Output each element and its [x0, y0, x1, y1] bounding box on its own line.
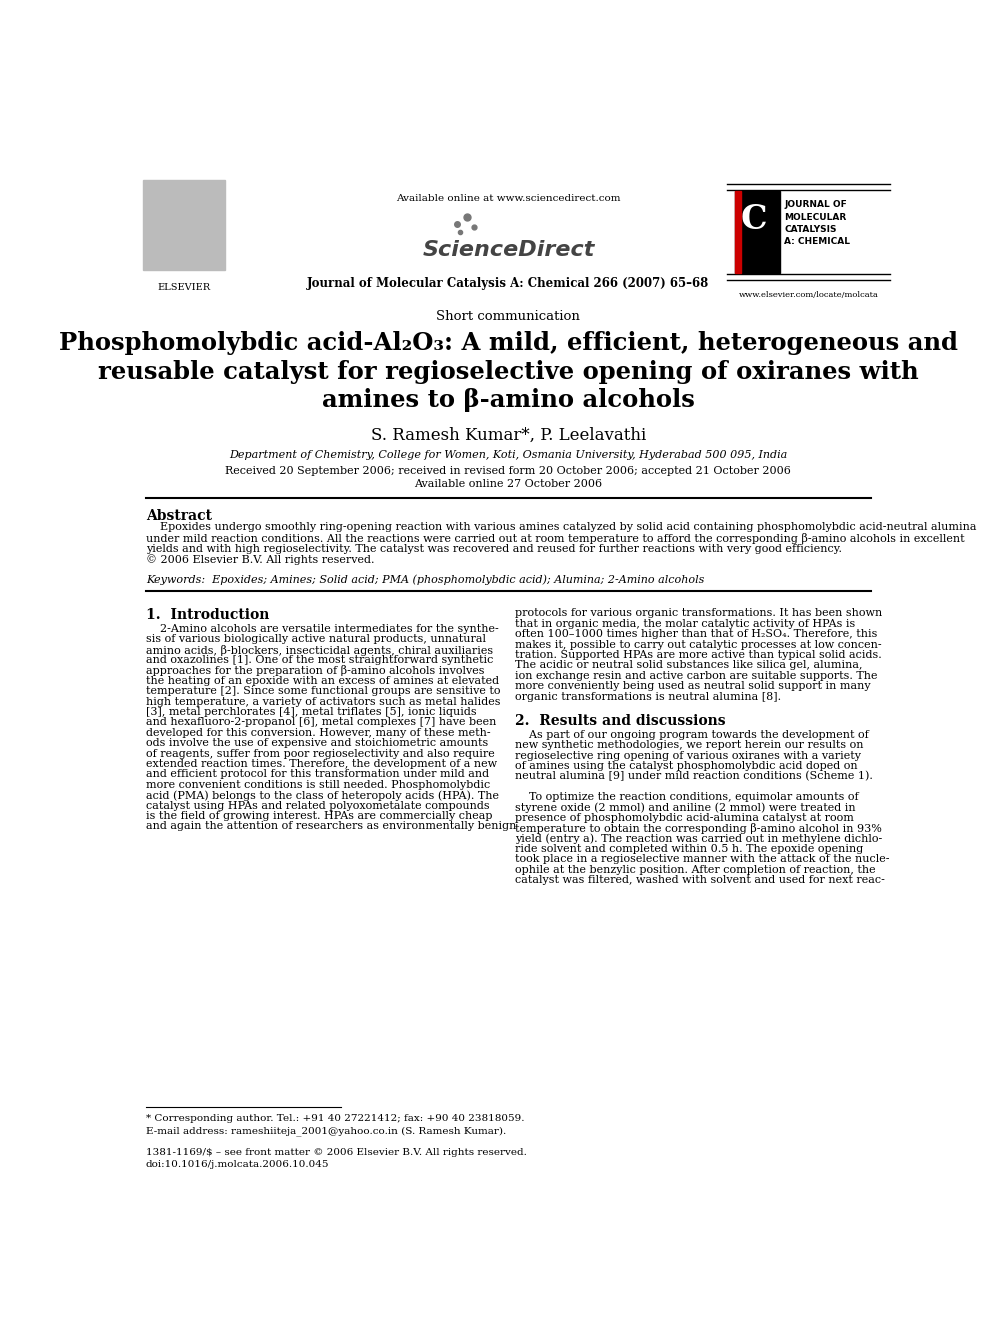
Bar [735, 191, 741, 273]
Text: A: CHEMICAL: A: CHEMICAL [785, 237, 850, 246]
Text: catalyst was filtered, washed with solvent and used for next reac-: catalyst was filtered, washed with solve… [515, 876, 885, 885]
Text: tration. Supported HPAs are more active than typical solid acids.: tration. Supported HPAs are more active … [515, 650, 881, 660]
Text: * Corresponding author. Tel.: +91 40 27221412; fax: +90 40 23818059.: * Corresponding author. Tel.: +91 40 272… [146, 1114, 524, 1122]
Text: 1.  Introduction: 1. Introduction [146, 609, 269, 622]
Text: reusable catalyst for regioselective opening of oxiranes with: reusable catalyst for regioselective ope… [98, 360, 919, 384]
Text: © 2006 Elsevier B.V. All rights reserved.: © 2006 Elsevier B.V. All rights reserved… [146, 554, 374, 565]
Text: As part of our ongoing program towards the development of: As part of our ongoing program towards t… [515, 730, 868, 740]
Text: protocols for various organic transformations. It has been shown: protocols for various organic transforma… [515, 609, 882, 618]
Text: To optimize the reaction conditions, equimolar amounts of: To optimize the reaction conditions, equ… [515, 792, 858, 802]
Text: new synthetic methodologies, we report herein our results on: new synthetic methodologies, we report h… [515, 740, 863, 750]
Text: is the field of growing interest. HPAs are commercially cheap: is the field of growing interest. HPAs a… [146, 811, 492, 822]
Text: styrene oxide (2 mmol) and aniline (2 mmol) were treated in: styrene oxide (2 mmol) and aniline (2 mm… [515, 803, 855, 814]
Text: approaches for the preparation of β-amino alcohols involves: approaches for the preparation of β-amin… [146, 665, 484, 676]
Text: that in organic media, the molar catalytic activity of HPAs is: that in organic media, the molar catalyt… [515, 619, 855, 628]
Text: of reagents, suffer from poor regioselectivity and also require: of reagents, suffer from poor regioselec… [146, 749, 494, 758]
Text: developed for this conversion. However, many of these meth-: developed for this conversion. However, … [146, 728, 490, 738]
Text: under mild reaction conditions. All the reactions were carried out at room tempe: under mild reaction conditions. All the … [146, 533, 964, 544]
Text: ods involve the use of expensive and stoichiometric amounts: ods involve the use of expensive and sto… [146, 738, 488, 749]
Text: Abstract: Abstract [146, 509, 211, 523]
Text: and oxazolines [1]. One of the most straightforward synthetic: and oxazolines [1]. One of the most stra… [146, 655, 493, 665]
Text: neutral alumina [9] under mild reaction conditions (Scheme 1).: neutral alumina [9] under mild reaction … [515, 771, 873, 782]
Text: Department of Chemistry, College for Women, Koti, Osmania University, Hyderabad : Department of Chemistry, College for Wom… [229, 450, 788, 460]
Text: MOLECULAR: MOLECULAR [785, 213, 846, 222]
Text: amines to β-amino alcohols: amines to β-amino alcohols [322, 388, 694, 413]
Text: www.elsevier.com/locate/molcata: www.elsevier.com/locate/molcata [738, 291, 878, 299]
Text: amino acids, β-blockers, insecticidal agents, chiral auxiliaries: amino acids, β-blockers, insecticidal ag… [146, 644, 493, 656]
Text: E-mail address: rameshiiteja_2001@yahoo.co.in (S. Ramesh Kumar).: E-mail address: rameshiiteja_2001@yahoo.… [146, 1126, 506, 1135]
Text: the heating of an epoxide with an excess of amines at elevated: the heating of an epoxide with an excess… [146, 676, 499, 685]
Text: C: C [741, 204, 768, 237]
Text: and again the attention of researchers as environmentally benign: and again the attention of researchers a… [146, 822, 516, 831]
Text: and hexafluoro-2-propanol [6], metal complexes [7] have been: and hexafluoro-2-propanol [6], metal com… [146, 717, 496, 728]
Text: more conveniently being used as neutral solid support in many: more conveniently being used as neutral … [515, 681, 870, 691]
Text: ride solvent and completed within 0.5 h. The epoxide opening: ride solvent and completed within 0.5 h.… [515, 844, 863, 855]
Text: and efficient protocol for this transformation under mild and: and efficient protocol for this transfor… [146, 770, 489, 779]
Text: ion exchange resin and active carbon are suitable supports. The: ion exchange resin and active carbon are… [515, 671, 877, 681]
Text: acid (PMA) belongs to the class of heteropoly acids (HPA). The: acid (PMA) belongs to the class of heter… [146, 790, 499, 800]
Text: Phosphomolybdic acid-Al₂O₃: A mild, efficient, heterogeneous and: Phosphomolybdic acid-Al₂O₃: A mild, effi… [59, 331, 958, 356]
Text: makes it, possible to carry out catalytic processes at low concen-: makes it, possible to carry out catalyti… [515, 639, 881, 650]
Text: took place in a regioselective manner with the attack of the nucle-: took place in a regioselective manner wi… [515, 855, 889, 864]
Text: The acidic or neutral solid substances like silica gel, alumina,: The acidic or neutral solid substances l… [515, 660, 862, 671]
Text: Journal of Molecular Catalysis A: Chemical 266 (2007) 65–68: Journal of Molecular Catalysis A: Chemic… [308, 278, 709, 290]
Text: ScienceDirect: ScienceDirect [423, 239, 594, 259]
Text: sis of various biologically active natural products, unnatural: sis of various biologically active natur… [146, 634, 486, 644]
Text: CATALYSIS: CATALYSIS [785, 225, 837, 234]
Text: of amines using the catalyst phosphomolybdic acid doped on: of amines using the catalyst phosphomoly… [515, 761, 857, 771]
Text: ophile at the benzylic position. After completion of reaction, the: ophile at the benzylic position. After c… [515, 865, 875, 875]
Text: Received 20 September 2006; received in revised form 20 October 2006; accepted 2: Received 20 September 2006; received in … [225, 466, 792, 476]
Text: JOURNAL OF: JOURNAL OF [785, 200, 847, 209]
Text: organic transformations is neutral alumina [8].: organic transformations is neutral alumi… [515, 692, 781, 701]
Text: 2-Amino alcohols are versatile intermediates for the synthe-: 2-Amino alcohols are versatile intermedi… [146, 624, 498, 634]
Text: ELSEVIER: ELSEVIER [158, 283, 211, 292]
Text: temperature to obtain the corresponding β-amino alcohol in 93%: temperature to obtain the corresponding … [515, 823, 882, 835]
Text: more convenient conditions is still needed. Phosphomolybdic: more convenient conditions is still need… [146, 779, 490, 790]
Text: temperature [2]. Since some functional groups are sensitive to: temperature [2]. Since some functional g… [146, 687, 500, 696]
Bar [735, 191, 780, 273]
Text: presence of phosphomolybdic acid-alumina catalyst at room: presence of phosphomolybdic acid-alumina… [515, 812, 853, 823]
Text: often 100–1000 times higher than that of H₂SO₄. Therefore, this: often 100–1000 times higher than that of… [515, 630, 877, 639]
Text: 1381-1169/$ – see front matter © 2006 Elsevier B.V. All rights reserved.: 1381-1169/$ – see front matter © 2006 El… [146, 1148, 527, 1158]
Bar [144, 180, 225, 270]
Text: high temperature, a variety of activators such as metal halides: high temperature, a variety of activator… [146, 697, 500, 706]
Text: regioselective ring opening of various oxiranes with a variety: regioselective ring opening of various o… [515, 750, 861, 761]
Text: yield (entry a). The reaction was carried out in methylene dichlo-: yield (entry a). The reaction was carrie… [515, 833, 882, 844]
Text: 2.  Results and discussions: 2. Results and discussions [515, 714, 725, 729]
Text: yields and with high regioselectivity. The catalyst was recovered and reused for: yields and with high regioselectivity. T… [146, 544, 841, 554]
Text: [3], metal perchlorates [4], metal triflates [5], ionic liquids: [3], metal perchlorates [4], metal trifl… [146, 706, 476, 717]
Text: Available online 27 October 2006: Available online 27 October 2006 [415, 479, 602, 490]
Text: Available online at www.sciencedirect.com: Available online at www.sciencedirect.co… [396, 194, 621, 204]
Text: S. Ramesh Kumar*, P. Leelavathi: S. Ramesh Kumar*, P. Leelavathi [371, 427, 646, 443]
Text: extended reaction times. Therefore, the development of a new: extended reaction times. Therefore, the … [146, 759, 497, 769]
Text: Epoxides undergo smoothly ring-opening reaction with various amines catalyzed by: Epoxides undergo smoothly ring-opening r… [146, 523, 976, 532]
Text: Keywords:  Epoxides; Amines; Solid acid; PMA (phosphomolybdic acid); Alumina; 2-: Keywords: Epoxides; Amines; Solid acid; … [146, 574, 704, 585]
Text: doi:10.1016/j.molcata.2006.10.045: doi:10.1016/j.molcata.2006.10.045 [146, 1160, 329, 1168]
Text: Short communication: Short communication [436, 310, 580, 323]
Text: catalyst using HPAs and related polyoxometalate compounds: catalyst using HPAs and related polyoxom… [146, 800, 489, 811]
